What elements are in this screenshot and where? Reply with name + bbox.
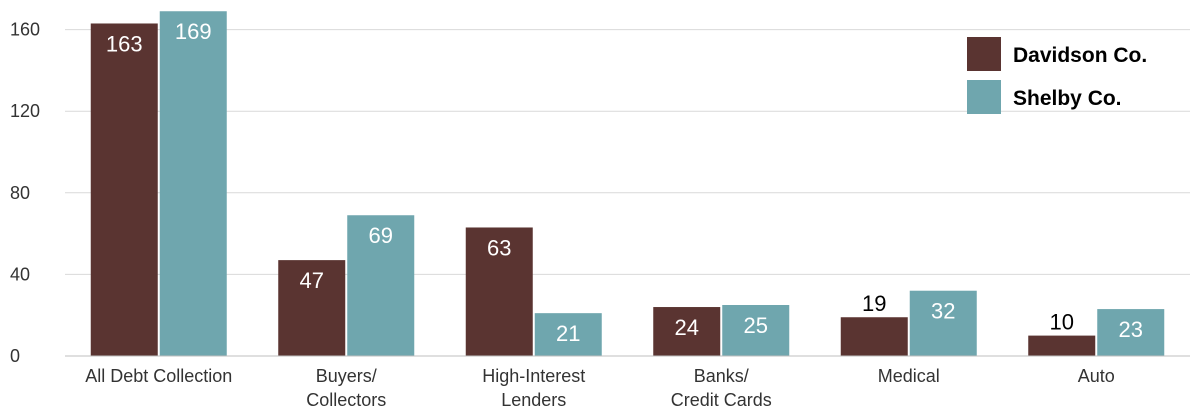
data-label: 47 [300, 268, 324, 293]
bar-shelby [347, 215, 415, 356]
gridlines [65, 29, 1190, 275]
y-tick-label: 40 [10, 264, 30, 284]
data-label: 24 [675, 315, 699, 340]
data-label: 69 [369, 223, 393, 248]
data-label: 163 [106, 31, 143, 56]
bar-shelby [159, 11, 227, 357]
bar-davidson [1028, 335, 1096, 356]
y-tick-label: 80 [10, 183, 30, 203]
bar-shelby [909, 290, 977, 356]
bar-shelby [534, 313, 602, 356]
data-label: 63 [487, 235, 511, 260]
x-category-label: High-Interest Lenders [482, 366, 585, 407]
data-label: 19 [862, 291, 886, 316]
x-axis: All Debt Collection Buyers/Collectors High… [65, 355, 1190, 407]
bars: 163 169 47 69 63 21 24 25 19 32 10 23 [90, 11, 1165, 357]
bar-davidson [465, 227, 533, 356]
bar-davidson [840, 317, 908, 356]
bar-shelby [1097, 309, 1165, 356]
legend: Davidson Co. Shelby Co. [967, 37, 1147, 114]
legend-swatch [967, 37, 1001, 71]
x-category-label: Buyers/Collectors [306, 366, 386, 407]
legend-label: Davidson Co. [1013, 44, 1147, 67]
legend-swatch [967, 80, 1001, 114]
y-tick-label: 160 [10, 20, 40, 40]
legend-label: Shelby Co. [1013, 87, 1122, 110]
bar-shelby [722, 305, 790, 356]
data-label: 21 [556, 321, 580, 346]
bar-davidson [278, 260, 346, 356]
data-label: 25 [744, 313, 768, 338]
bar-davidson [653, 307, 721, 356]
x-category-label: All Debt Collection [85, 366, 232, 386]
data-label: 169 [175, 19, 212, 44]
data-label: 10 [1050, 310, 1074, 335]
x-category-label: Banks/Credit Cards [671, 366, 772, 407]
y-tick-label: 0 [10, 346, 20, 366]
data-label: 32 [931, 299, 955, 324]
y-axis: 0 40 80 120 160 [10, 20, 40, 366]
x-category-label: Medical [878, 366, 940, 386]
x-category-label: Auto [1078, 366, 1115, 386]
bar-davidson [90, 23, 158, 356]
y-tick-label: 120 [10, 101, 40, 121]
data-label: 23 [1119, 317, 1143, 342]
